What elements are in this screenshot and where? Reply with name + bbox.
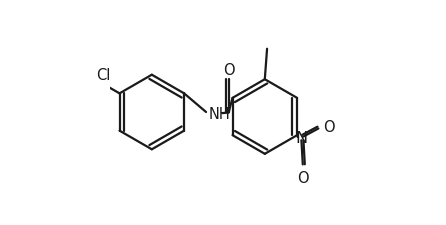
Text: N: N <box>295 131 307 146</box>
Text: O: O <box>323 120 335 135</box>
Text: O: O <box>297 170 309 185</box>
Text: Cl: Cl <box>96 68 111 83</box>
Text: O: O <box>223 62 235 77</box>
Text: NH: NH <box>208 106 230 121</box>
